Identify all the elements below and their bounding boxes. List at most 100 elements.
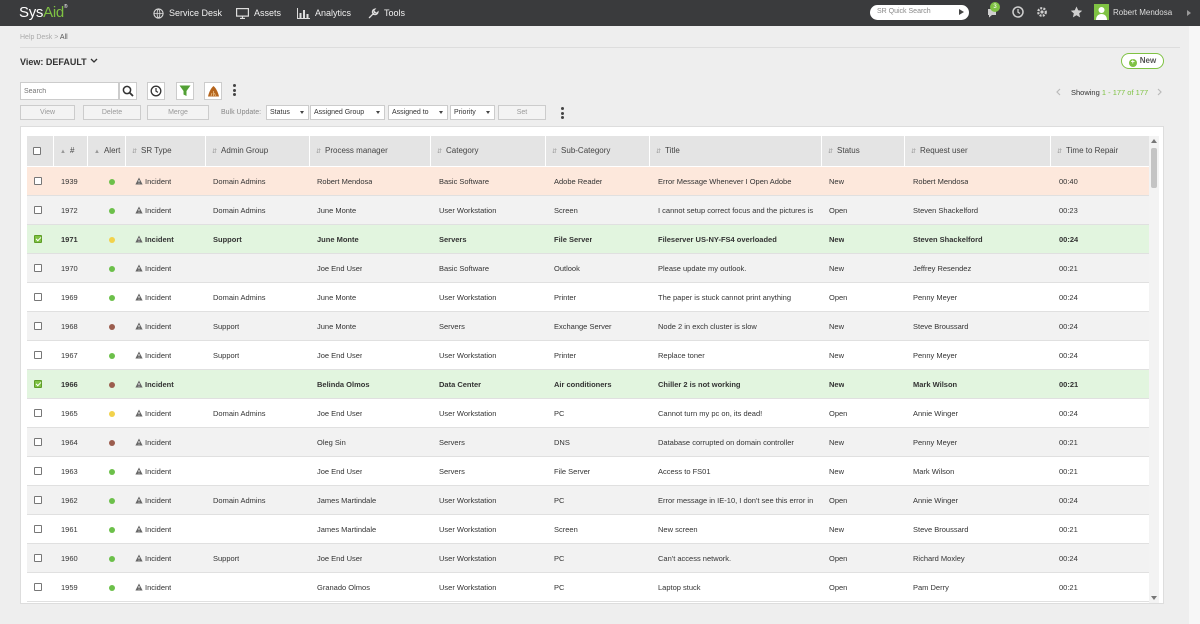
user-menu-arrow-icon[interactable] — [1187, 10, 1191, 16]
table-row[interactable]: 1964 Incident Oleg Sin Servers DNS Database c… — [27, 428, 1155, 457]
cell-sr-id[interactable]: 1961 — [61, 525, 78, 534]
row-checkbox[interactable] — [34, 467, 42, 475]
nav-tools[interactable]: Tools — [368, 0, 405, 26]
cell-sr-id[interactable]: 1971 — [61, 235, 78, 244]
cell-sr-id[interactable]: 1939 — [61, 177, 78, 186]
cell-sr-id[interactable]: 1963 — [61, 467, 78, 476]
table-row[interactable]: 1970 Incident Joe End User Basic Software Ou… — [27, 254, 1155, 283]
chevron-down-icon[interactable] — [90, 58, 98, 64]
user-name[interactable]: Robert Mendosa — [1113, 8, 1173, 17]
set-button[interactable]: Set — [498, 105, 546, 120]
select-all-checkbox[interactable] — [33, 147, 41, 155]
table-row[interactable]: 1969 Incident Domain Admins June Monte User … — [27, 283, 1155, 312]
custom-action-button[interactable] — [204, 82, 222, 100]
column-header-id[interactable]: ▲ # — [53, 136, 87, 166]
cell-title[interactable]: The paper is stuck cannot print anything — [658, 293, 791, 302]
cell-sr-id[interactable]: 1968 — [61, 322, 78, 331]
cell-title[interactable]: Chiller 2 is not working — [658, 380, 741, 389]
filter-button[interactable] — [176, 82, 194, 100]
column-header-sub-category[interactable]: ⇵ Sub-Category — [545, 136, 649, 166]
bulk-assigned-to-dropdown[interactable]: Assigned to — [388, 105, 448, 120]
table-row[interactable]: 1972 Incident Domain Admins June Monte User … — [27, 196, 1155, 225]
cell-title[interactable]: I cannot setup correct focus and the pic… — [658, 206, 814, 215]
breadcrumb-root[interactable]: Help Desk — [20, 34, 53, 41]
chevron-left-icon[interactable] — [1056, 88, 1061, 96]
column-header-process-manager[interactable]: ⇵ Process manager — [309, 136, 430, 166]
row-checkbox[interactable] — [34, 525, 42, 533]
search-button[interactable] — [119, 82, 137, 100]
history-button[interactable] — [147, 82, 165, 100]
row-checkbox[interactable] — [34, 583, 42, 591]
table-row[interactable]: 1971 Incident Support June Monte Servers File… — [27, 225, 1155, 254]
row-checkbox[interactable] — [34, 264, 42, 272]
table-row[interactable]: 1939 Incident Domain Admins Robert Mendosa B… — [27, 167, 1155, 196]
column-header-title[interactable]: ⇵ Title — [649, 136, 821, 166]
cell-title[interactable]: Please update my outlook. — [658, 264, 747, 273]
cell-title[interactable]: Fileserver US-NY-FS4 overloaded — [658, 235, 777, 244]
cell-title[interactable]: Access to FS01 — [658, 467, 711, 476]
delete-button[interactable]: Delete — [83, 105, 141, 120]
nav-analytics[interactable]: Analytics — [297, 0, 351, 26]
scroll-up-arrow-icon[interactable] — [1151, 139, 1157, 143]
table-row[interactable]: 1963 Incident Joe End User Servers File Serv… — [27, 457, 1155, 486]
scroll-down-arrow-icon[interactable] — [1151, 596, 1157, 600]
star-icon[interactable] — [1070, 6, 1083, 18]
column-header-category[interactable]: ⇵ Category — [430, 136, 545, 166]
table-row[interactable]: 1959 Incident Granado Olmos User Workstatio… — [27, 573, 1155, 602]
sysaid-logo[interactable]: SysAid® — [19, 4, 68, 21]
column-header-admin-group[interactable]: ⇵ Admin Group — [205, 136, 309, 166]
row-checkbox[interactable] — [34, 438, 42, 446]
table-row[interactable]: 1960 Incident Support Joe End User User Work… — [27, 544, 1155, 573]
cell-title[interactable]: Can't access network. — [658, 554, 732, 563]
vertical-scrollbar[interactable] — [1149, 136, 1159, 603]
cell-sr-id[interactable]: 1970 — [61, 264, 78, 273]
nav-assets[interactable]: Assets — [236, 0, 281, 26]
cell-sr-id[interactable]: 1972 — [61, 206, 78, 215]
user-avatar[interactable] — [1094, 4, 1109, 20]
table-row[interactable]: 1967 Incident Support Joe End User User Work… — [27, 341, 1155, 370]
table-row[interactable]: 1965 Incident Domain Admins Joe End User Use… — [27, 399, 1155, 428]
table-row[interactable]: 1962 Incident Domain Admins James Martindal… — [27, 486, 1155, 515]
nav-service-desk[interactable]: Service Desk — [153, 0, 222, 26]
more-options-icon[interactable] — [233, 84, 236, 98]
new-button[interactable]: + New — [1121, 53, 1164, 69]
table-row[interactable]: 1968 Incident Support June Monte Servers Exch… — [27, 312, 1155, 341]
cell-title[interactable]: Replace toner — [658, 351, 705, 360]
scrollbar-thumb[interactable] — [1151, 148, 1157, 188]
sr-quick-search[interactable]: SR Quick Search — [870, 5, 969, 20]
cell-title[interactable]: Error message in IE-10, I don't see this… — [658, 496, 814, 505]
table-row[interactable]: 1966 Incident Belinda Olmos Data Center Air … — [27, 370, 1155, 399]
row-checkbox[interactable] — [34, 554, 42, 562]
row-checkbox[interactable] — [34, 380, 42, 388]
cell-title[interactable]: Database corrupted on domain controller — [658, 438, 794, 447]
cell-title[interactable]: Cannot turn my pc on, its dead! — [658, 409, 763, 418]
cell-sr-id[interactable]: 1959 — [61, 583, 78, 592]
row-checkbox[interactable] — [34, 496, 42, 504]
merge-button[interactable]: Merge — [147, 105, 209, 120]
column-header-sr-type[interactable]: ⇵ SR Type — [125, 136, 205, 166]
gear-icon[interactable] — [1036, 6, 1048, 18]
cell-title[interactable]: Error Message Whenever I Open Adobe — [658, 177, 792, 186]
cell-sr-id[interactable]: 1966 — [61, 380, 78, 389]
cell-sr-id[interactable]: 1964 — [61, 438, 78, 447]
bulk-status-dropdown[interactable]: Status — [266, 105, 309, 120]
column-header-time-to-repair[interactable]: ⇵ Time to Repair — [1050, 136, 1155, 166]
row-checkbox[interactable] — [34, 322, 42, 330]
more-options-icon[interactable] — [561, 107, 564, 121]
view-selector[interactable]: View: DEFAULT — [20, 57, 87, 67]
view-button[interactable]: View — [20, 105, 75, 120]
cell-sr-id[interactable]: 1960 — [61, 554, 78, 563]
row-checkbox[interactable] — [34, 409, 42, 417]
cell-sr-id[interactable]: 1965 — [61, 409, 78, 418]
search-input[interactable] — [20, 82, 119, 100]
cell-sr-id[interactable]: 1967 — [61, 351, 78, 360]
clock-icon[interactable] — [1012, 6, 1024, 18]
column-header-alert[interactable]: ▲ Alert — [87, 136, 125, 166]
cell-title[interactable]: Laptop stuck — [658, 583, 701, 592]
bulk-assigned-group-dropdown[interactable]: Assigned Group — [310, 105, 385, 120]
row-checkbox[interactable] — [34, 351, 42, 359]
bulk-priority-dropdown[interactable]: Priority — [450, 105, 495, 120]
row-checkbox[interactable] — [34, 293, 42, 301]
play-arrow-icon[interactable] — [959, 9, 964, 15]
column-header-request-user[interactable]: ⇵ Request user — [904, 136, 1050, 166]
